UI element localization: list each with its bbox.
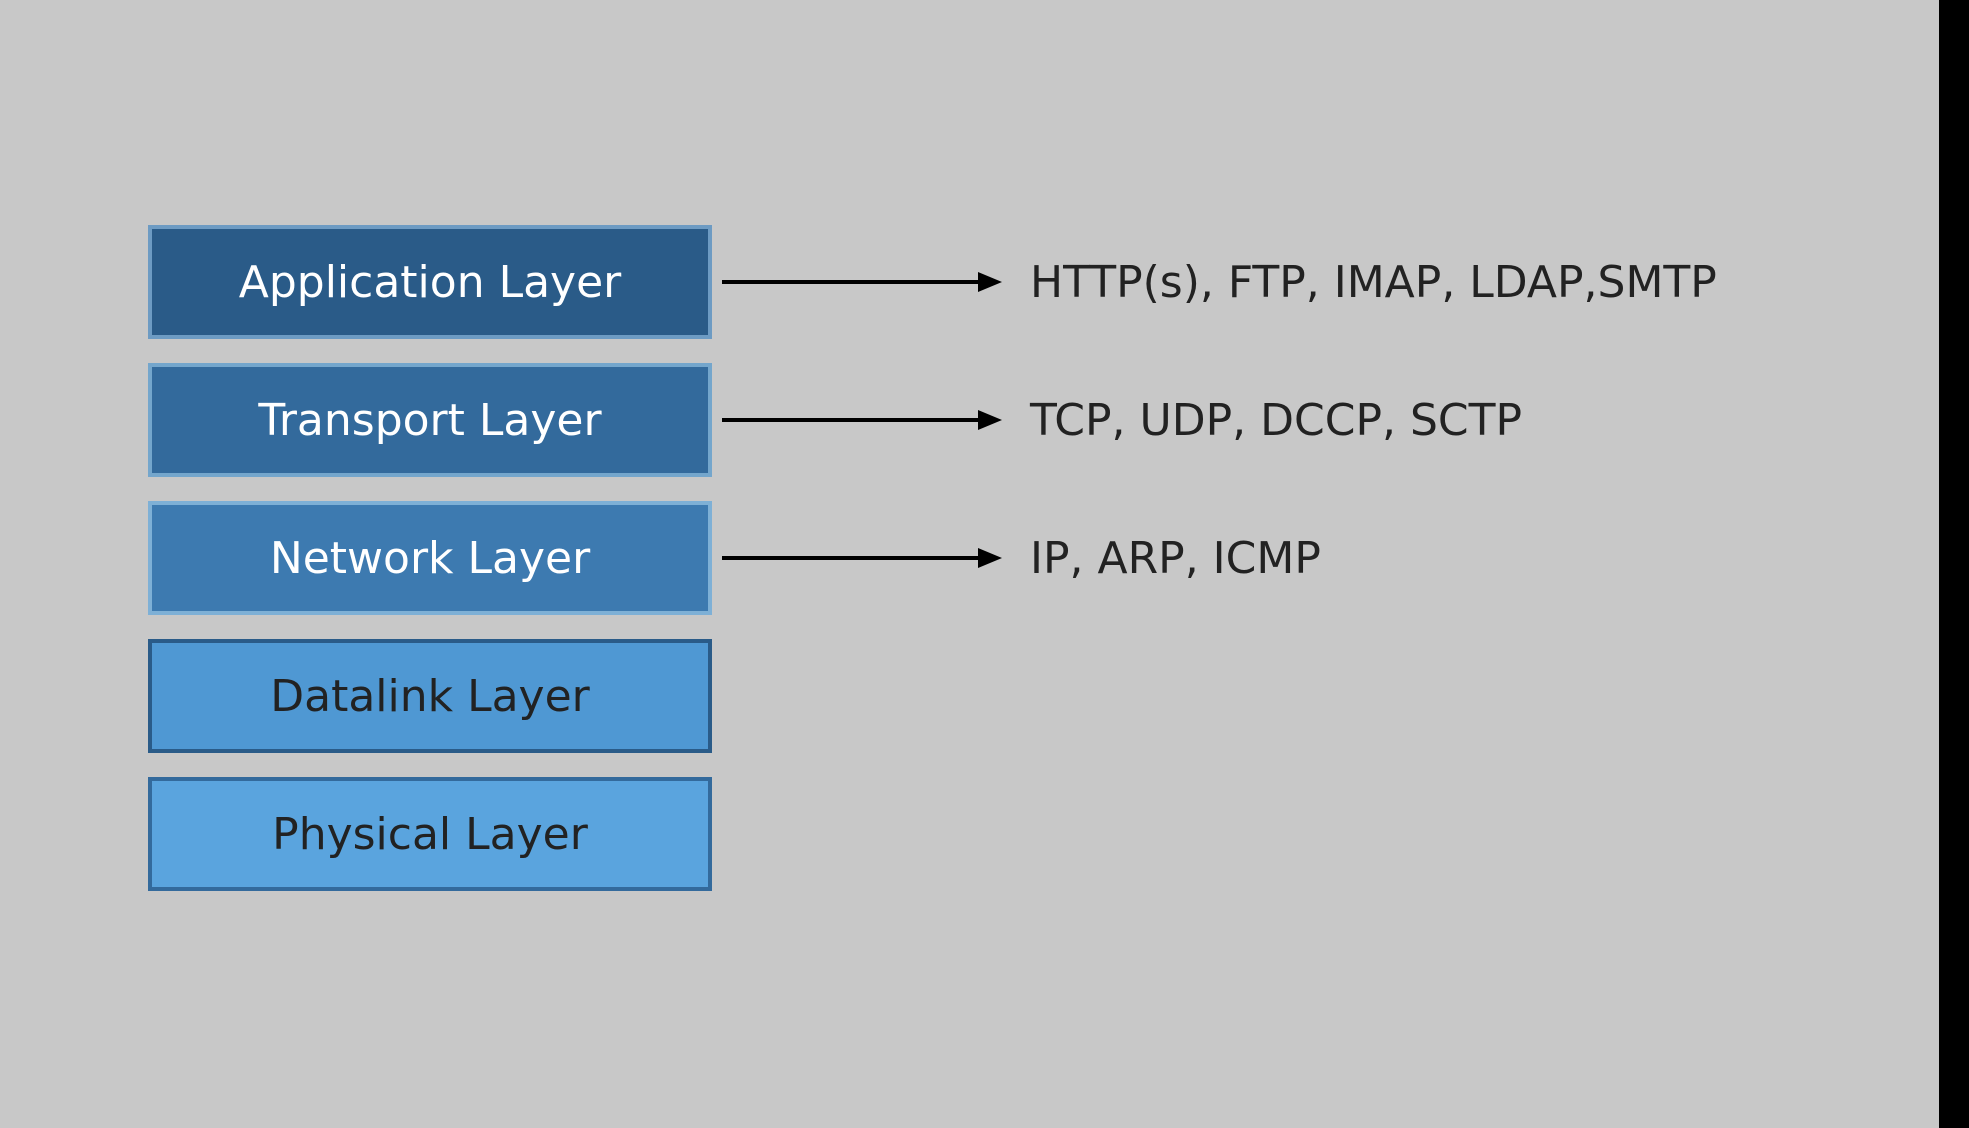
- right-edge-bar: [1939, 0, 1969, 1128]
- layer-row: Application Layer HTTP(s), FTP, IMAP, LD…: [148, 225, 1717, 339]
- layer-label: Physical Layer: [272, 809, 588, 860]
- protocols-text: HTTP(s), FTP, IMAP, LDAP,SMTP: [1030, 257, 1717, 308]
- layer-row: Transport Layer TCP, UDP, DCCP, SCTP: [148, 363, 1717, 477]
- layer-label: Transport Layer: [258, 395, 601, 446]
- protocols-text: IP, ARP, ICMP: [1030, 533, 1321, 584]
- layer-box-physical: Physical Layer: [148, 777, 712, 891]
- arrow-icon: [712, 400, 1012, 440]
- layer-row: Network Layer IP, ARP, ICMP: [148, 501, 1717, 615]
- layer-label: Datalink Layer: [270, 671, 590, 722]
- protocols-text: TCP, UDP, DCCP, SCTP: [1030, 395, 1522, 446]
- layer-label: Network Layer: [270, 533, 590, 584]
- layer-label: Application Layer: [239, 257, 622, 308]
- layer-row: Datalink Layer: [148, 639, 1717, 753]
- arrow-icon: [712, 538, 1012, 578]
- layer-row: Physical Layer: [148, 777, 1717, 891]
- layer-box-datalink: Datalink Layer: [148, 639, 712, 753]
- layer-box-application: Application Layer: [148, 225, 712, 339]
- layer-box-network: Network Layer: [148, 501, 712, 615]
- network-layer-diagram: Application Layer HTTP(s), FTP, IMAP, LD…: [148, 225, 1717, 915]
- layer-box-transport: Transport Layer: [148, 363, 712, 477]
- arrow-icon: [712, 262, 1012, 302]
